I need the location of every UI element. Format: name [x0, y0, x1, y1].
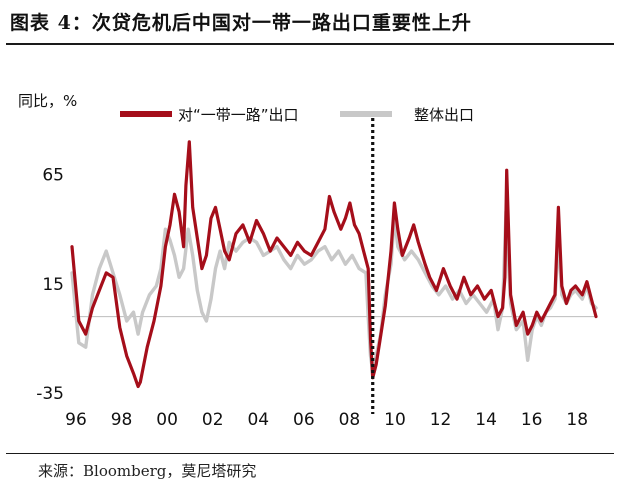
legend-label: 整体出口: [414, 106, 474, 124]
y-tick-label: 65: [42, 166, 64, 186]
x-tick-label: 10: [384, 410, 406, 430]
x-tick-label: 96: [65, 410, 87, 430]
x-tick-label: 98: [111, 410, 133, 430]
y-tick-label: 15: [42, 275, 64, 295]
series-layer: [70, 140, 598, 389]
series-line-belt-road-exports: [70, 140, 598, 389]
legend: 对“一带一路”出口 整体出口: [120, 106, 474, 124]
legend-label: 对“一带一路”出口: [178, 106, 299, 124]
x-tick-label: 16: [521, 410, 543, 430]
source-note: 来源：Bloomberg，莫尼塔研究: [38, 462, 257, 480]
figure-title: 图表 4：次贷危机后中国对一带一路出口重要性上升: [10, 12, 472, 34]
y-tick-label: -35: [36, 384, 64, 404]
title-rule: [6, 43, 614, 45]
source-rule: [6, 453, 614, 454]
x-tick-label: 04: [247, 410, 269, 430]
x-tick-label: 18: [566, 410, 588, 430]
series-line-total-exports: [70, 210, 598, 373]
x-tick-label: 12: [430, 410, 452, 430]
x-tick-label: 14: [475, 410, 497, 430]
x-tick-label: 08: [339, 410, 361, 430]
x-tick-label: 02: [202, 410, 224, 430]
y-axis-label: 同比，%: [18, 92, 77, 110]
x-tick-label: 00: [156, 410, 178, 430]
x-tick-label: 06: [293, 410, 315, 430]
